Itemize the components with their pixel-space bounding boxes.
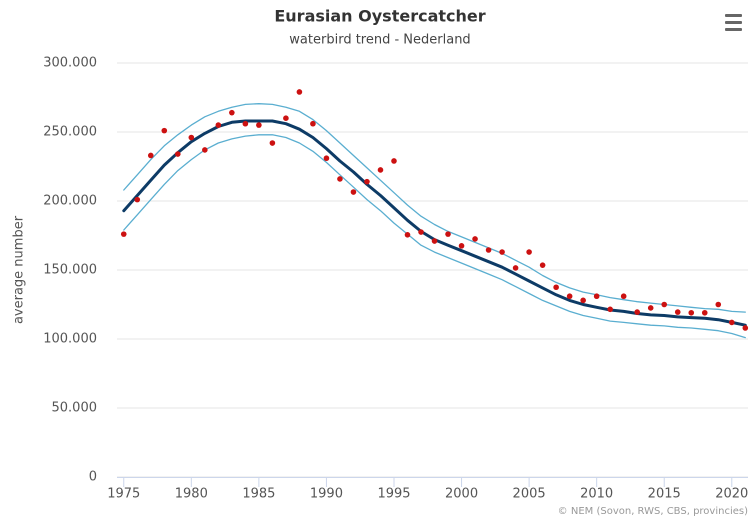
menu-bar[interactable]: [725, 14, 742, 17]
y-tick-label: 100.000: [43, 332, 97, 347]
data-point: [688, 309, 695, 316]
credits: © NEM (Sovon, RWS, CBS, provincies): [558, 506, 748, 517]
x-tick-label: 1995: [377, 487, 410, 502]
data-point: [472, 236, 478, 242]
data-point: [499, 249, 505, 255]
data-point: [120, 231, 127, 237]
x-tick-label: 2015: [648, 487, 681, 502]
y-tick-label: 200.000: [43, 194, 97, 209]
data-point: [526, 249, 532, 255]
x-tick-label: 2010: [580, 487, 613, 502]
data-point: [175, 151, 181, 157]
x-tick-label: 1980: [175, 487, 208, 502]
data-point: [553, 284, 559, 291]
data-point: [742, 325, 749, 331]
x-tick-label: 2020: [715, 487, 748, 502]
trend-line: [123, 134, 746, 339]
data-point: [364, 178, 370, 185]
y-tick-label: 250.000: [43, 125, 97, 140]
data-point: [634, 309, 641, 315]
data-point: [202, 147, 208, 153]
data-point: [580, 297, 586, 304]
data-point: [458, 243, 465, 249]
data-point: [701, 309, 708, 316]
menu-bar[interactable]: [725, 28, 742, 31]
chart-title: Eurasian Oystercatcher: [274, 7, 485, 26]
trend-line: [123, 103, 746, 313]
data-point: [539, 262, 546, 268]
chart-subtitle: waterbird trend - Nederland: [289, 33, 470, 48]
y-tick-label: 0: [89, 470, 97, 485]
data-point: [256, 122, 262, 128]
data-point: [269, 140, 276, 146]
data-point: [215, 122, 222, 128]
data-point: [647, 305, 654, 311]
y-tick-label: 50.000: [52, 401, 98, 416]
data-point: [418, 229, 424, 235]
data-point: [485, 247, 492, 253]
data-point: [674, 309, 681, 315]
data-point: [661, 301, 668, 308]
data-point: [310, 120, 316, 127]
data-point: [337, 176, 343, 182]
data-point: [350, 189, 357, 195]
data-point: [715, 301, 722, 308]
y-axis-label: average number: [12, 215, 27, 324]
data-point: [188, 134, 195, 141]
data-point: [134, 196, 141, 203]
data-point: [229, 109, 235, 116]
data-point: [391, 158, 397, 164]
data-point: [323, 155, 330, 162]
data-point: [431, 238, 438, 244]
menu-bar[interactable]: [725, 21, 742, 24]
data-point: [512, 265, 519, 271]
data-point: [283, 115, 289, 121]
x-tick-label: 2005: [513, 487, 546, 502]
data-point: [377, 167, 384, 173]
data-point: [728, 319, 735, 326]
data-point: [593, 293, 600, 300]
y-tick-label: 300.000: [43, 56, 97, 71]
data-point: [296, 89, 303, 95]
x-tick-label: 1975: [107, 487, 140, 502]
data-point: [620, 293, 627, 300]
data-point: [147, 152, 154, 159]
y-tick-label: 150.000: [43, 263, 97, 278]
x-tick-label: 1985: [242, 487, 275, 502]
data-point: [566, 293, 573, 300]
data-point: [404, 232, 411, 238]
data-point: [161, 127, 168, 134]
trend-line: [122, 119, 747, 327]
data-point: [242, 120, 249, 127]
x-tick-label: 2000: [445, 487, 478, 502]
menu-button[interactable]: [725, 14, 742, 31]
data-point: [607, 306, 613, 313]
x-tick-label: 1990: [310, 487, 343, 502]
data-point: [445, 231, 451, 237]
